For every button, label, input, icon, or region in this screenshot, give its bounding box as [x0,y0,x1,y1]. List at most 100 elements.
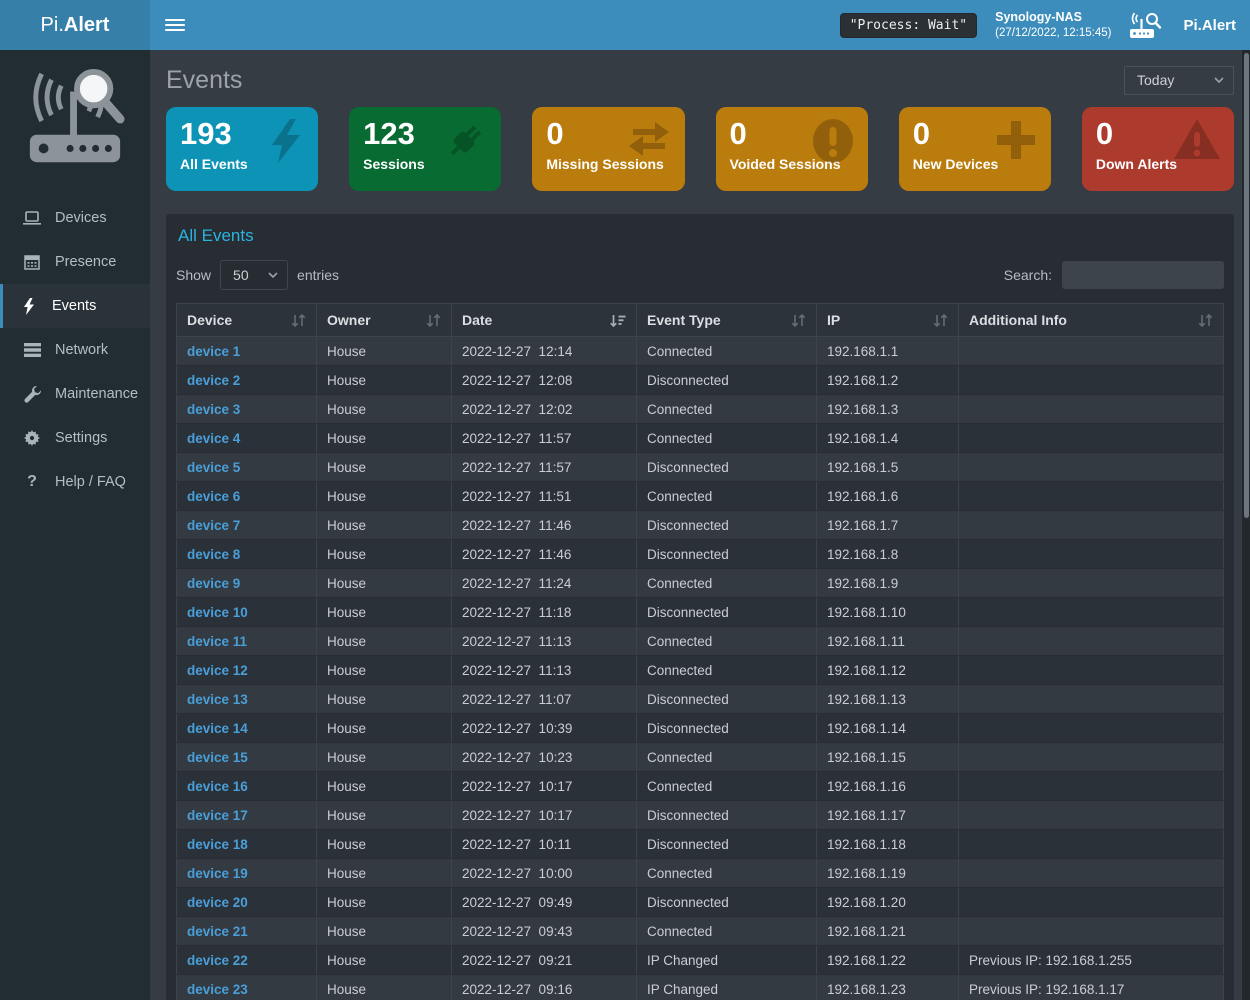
column-header-device[interactable]: Device [176,303,317,337]
sort-icon [426,313,441,327]
additional-info-cell [958,481,1224,511]
page-scrollbar[interactable] [1242,50,1250,1000]
device-link[interactable]: device 16 [187,778,248,794]
laptop-icon [22,210,42,226]
device-link[interactable]: device 15 [187,749,248,765]
column-header-ip[interactable]: IP [816,303,959,337]
card-new-devices[interactable]: 0 New Devices [898,107,1051,191]
card-all-events[interactable]: 193 All Events [166,107,319,191]
device-link[interactable]: device 14 [187,720,248,736]
card-missing-sessions[interactable]: 0 Missing Sessions [532,107,685,191]
table-row: device 1 House 2022-12-27 12:14 Connected 19… [176,336,1224,366]
ip-cell: 192.168.1.16 [816,771,959,801]
card-value: 123 [363,116,415,151]
device-link[interactable]: device 22 [187,952,248,968]
owner-cell: House [316,945,452,975]
device-link[interactable]: device 11 [187,633,248,649]
event-type-cell: Disconnected [636,684,817,714]
sidebar-item-presence[interactable]: Presence [0,240,150,284]
date-cell: 2022-12-27 09:49 [451,887,637,917]
device-link[interactable]: device 3 [187,401,241,417]
device-link[interactable]: device 9 [187,575,241,591]
additional-info-cell [958,510,1224,540]
table-row: device 7 House 2022-12-27 11:46 Disconnecte… [176,510,1224,540]
additional-info-cell: Previous IP: 192.168.1.17 [958,974,1224,1000]
device-link[interactable]: device 8 [187,546,241,562]
table-row: device 20 House 2022-12-27 09:49 Disconnect… [176,887,1224,917]
hamburger-icon[interactable] [165,16,185,34]
sort-desc-icon [610,314,626,327]
sidebar-item-label: Network [55,342,109,358]
device-cell: device 20 [176,887,317,917]
host-name: Synology-NAS [995,9,1082,24]
search-input[interactable] [1062,261,1224,289]
main-content: Events Today 193 All Events 123 Sessions [150,50,1250,1000]
device-link[interactable]: device 1 [187,343,241,359]
table-row: device 12 House 2022-12-27 11:13 Connected 1… [176,655,1224,685]
table-row: device 19 House 2022-12-27 10:00 Connected 1… [176,858,1224,888]
column-header-event-type[interactable]: Event Type [636,303,817,337]
scrollbar-thumb[interactable] [1243,53,1249,518]
additional-info-cell [958,713,1224,743]
device-link[interactable]: device 4 [187,430,241,446]
owner-cell: House [316,713,452,743]
table-row: device 2 House 2022-12-27 12:08 Disconnecte… [176,365,1224,395]
device-link[interactable]: device 21 [187,923,248,939]
device-link[interactable]: device 13 [187,691,248,707]
ip-cell: 192.168.1.22 [816,945,959,975]
page-length-select[interactable]: 50 [220,260,289,290]
sidebar-item-settings[interactable]: Settings [0,416,150,460]
event-type-cell: Disconnected [636,452,817,482]
device-link[interactable]: device 5 [187,459,241,475]
table-row: device 14 House 2022-12-27 10:39 Disconnect… [176,713,1224,743]
app-logo[interactable]: Pi. Alert [0,0,150,50]
chevron-down-icon [268,272,278,278]
card-voided-sessions[interactable]: 0 Voided Sessions [715,107,868,191]
column-header-additional-info[interactable]: Additional Info [958,303,1224,337]
device-cell: device 10 [176,597,317,627]
device-link[interactable]: device 10 [187,604,248,620]
sidebar-item-events[interactable]: Events [0,284,150,328]
sidebar-item-devices[interactable]: Devices [0,196,150,240]
sidebar-item-maintenance[interactable]: Maintenance [0,372,150,416]
additional-info-cell [958,597,1224,627]
card-value: 0 [912,116,930,151]
device-link[interactable]: device 6 [187,488,241,504]
owner-cell: House [316,365,452,395]
app-logo-suffix: Alert [63,13,110,36]
pialert-logo-icon [0,50,150,196]
device-link[interactable]: device 23 [187,981,248,997]
sidebar-item-help[interactable]: ? Help / FAQ [0,460,150,504]
owner-cell: House [316,858,452,888]
table-row: device 3 House 2022-12-27 12:02 Connected 19… [176,394,1224,424]
date-cell: 2022-12-27 11:46 [451,539,637,569]
card-sessions[interactable]: 123 Sessions [349,107,502,191]
owner-cell: House [316,655,452,685]
device-cell: device 6 [176,481,317,511]
date-cell: 2022-12-27 10:11 [451,829,637,859]
ip-cell: 192.168.1.18 [816,829,959,859]
column-header-owner[interactable]: Owner [316,303,452,337]
sidebar-menu: Devices Presence Events Network Maintena… [0,196,150,504]
owner-cell: House [316,684,452,714]
network-icon [22,343,42,357]
event-type-cell: Connected [636,626,817,656]
column-header-date[interactable]: Date [451,303,637,337]
device-link[interactable]: device 20 [187,894,248,910]
card-down-alerts[interactable]: 0 Down Alerts [1081,107,1235,191]
device-link[interactable]: device 12 [187,662,248,678]
page-length-value: 50 [233,267,249,283]
chevron-down-icon [1214,77,1224,83]
sidebar-item-network[interactable]: Network [0,328,150,372]
card-label: Missing Sessions [546,155,664,172]
owner-cell: House [316,452,452,482]
period-filter-select[interactable]: Today [1124,65,1234,95]
additional-info-cell [958,568,1224,598]
device-link[interactable]: device 7 [187,517,241,533]
date-cell: 2022-12-27 10:17 [451,771,637,801]
device-link[interactable]: device 2 [187,372,241,388]
device-link[interactable]: device 19 [187,865,248,881]
owner-cell: House [316,394,452,424]
device-link[interactable]: device 17 [187,807,248,823]
device-link[interactable]: device 18 [187,836,248,852]
